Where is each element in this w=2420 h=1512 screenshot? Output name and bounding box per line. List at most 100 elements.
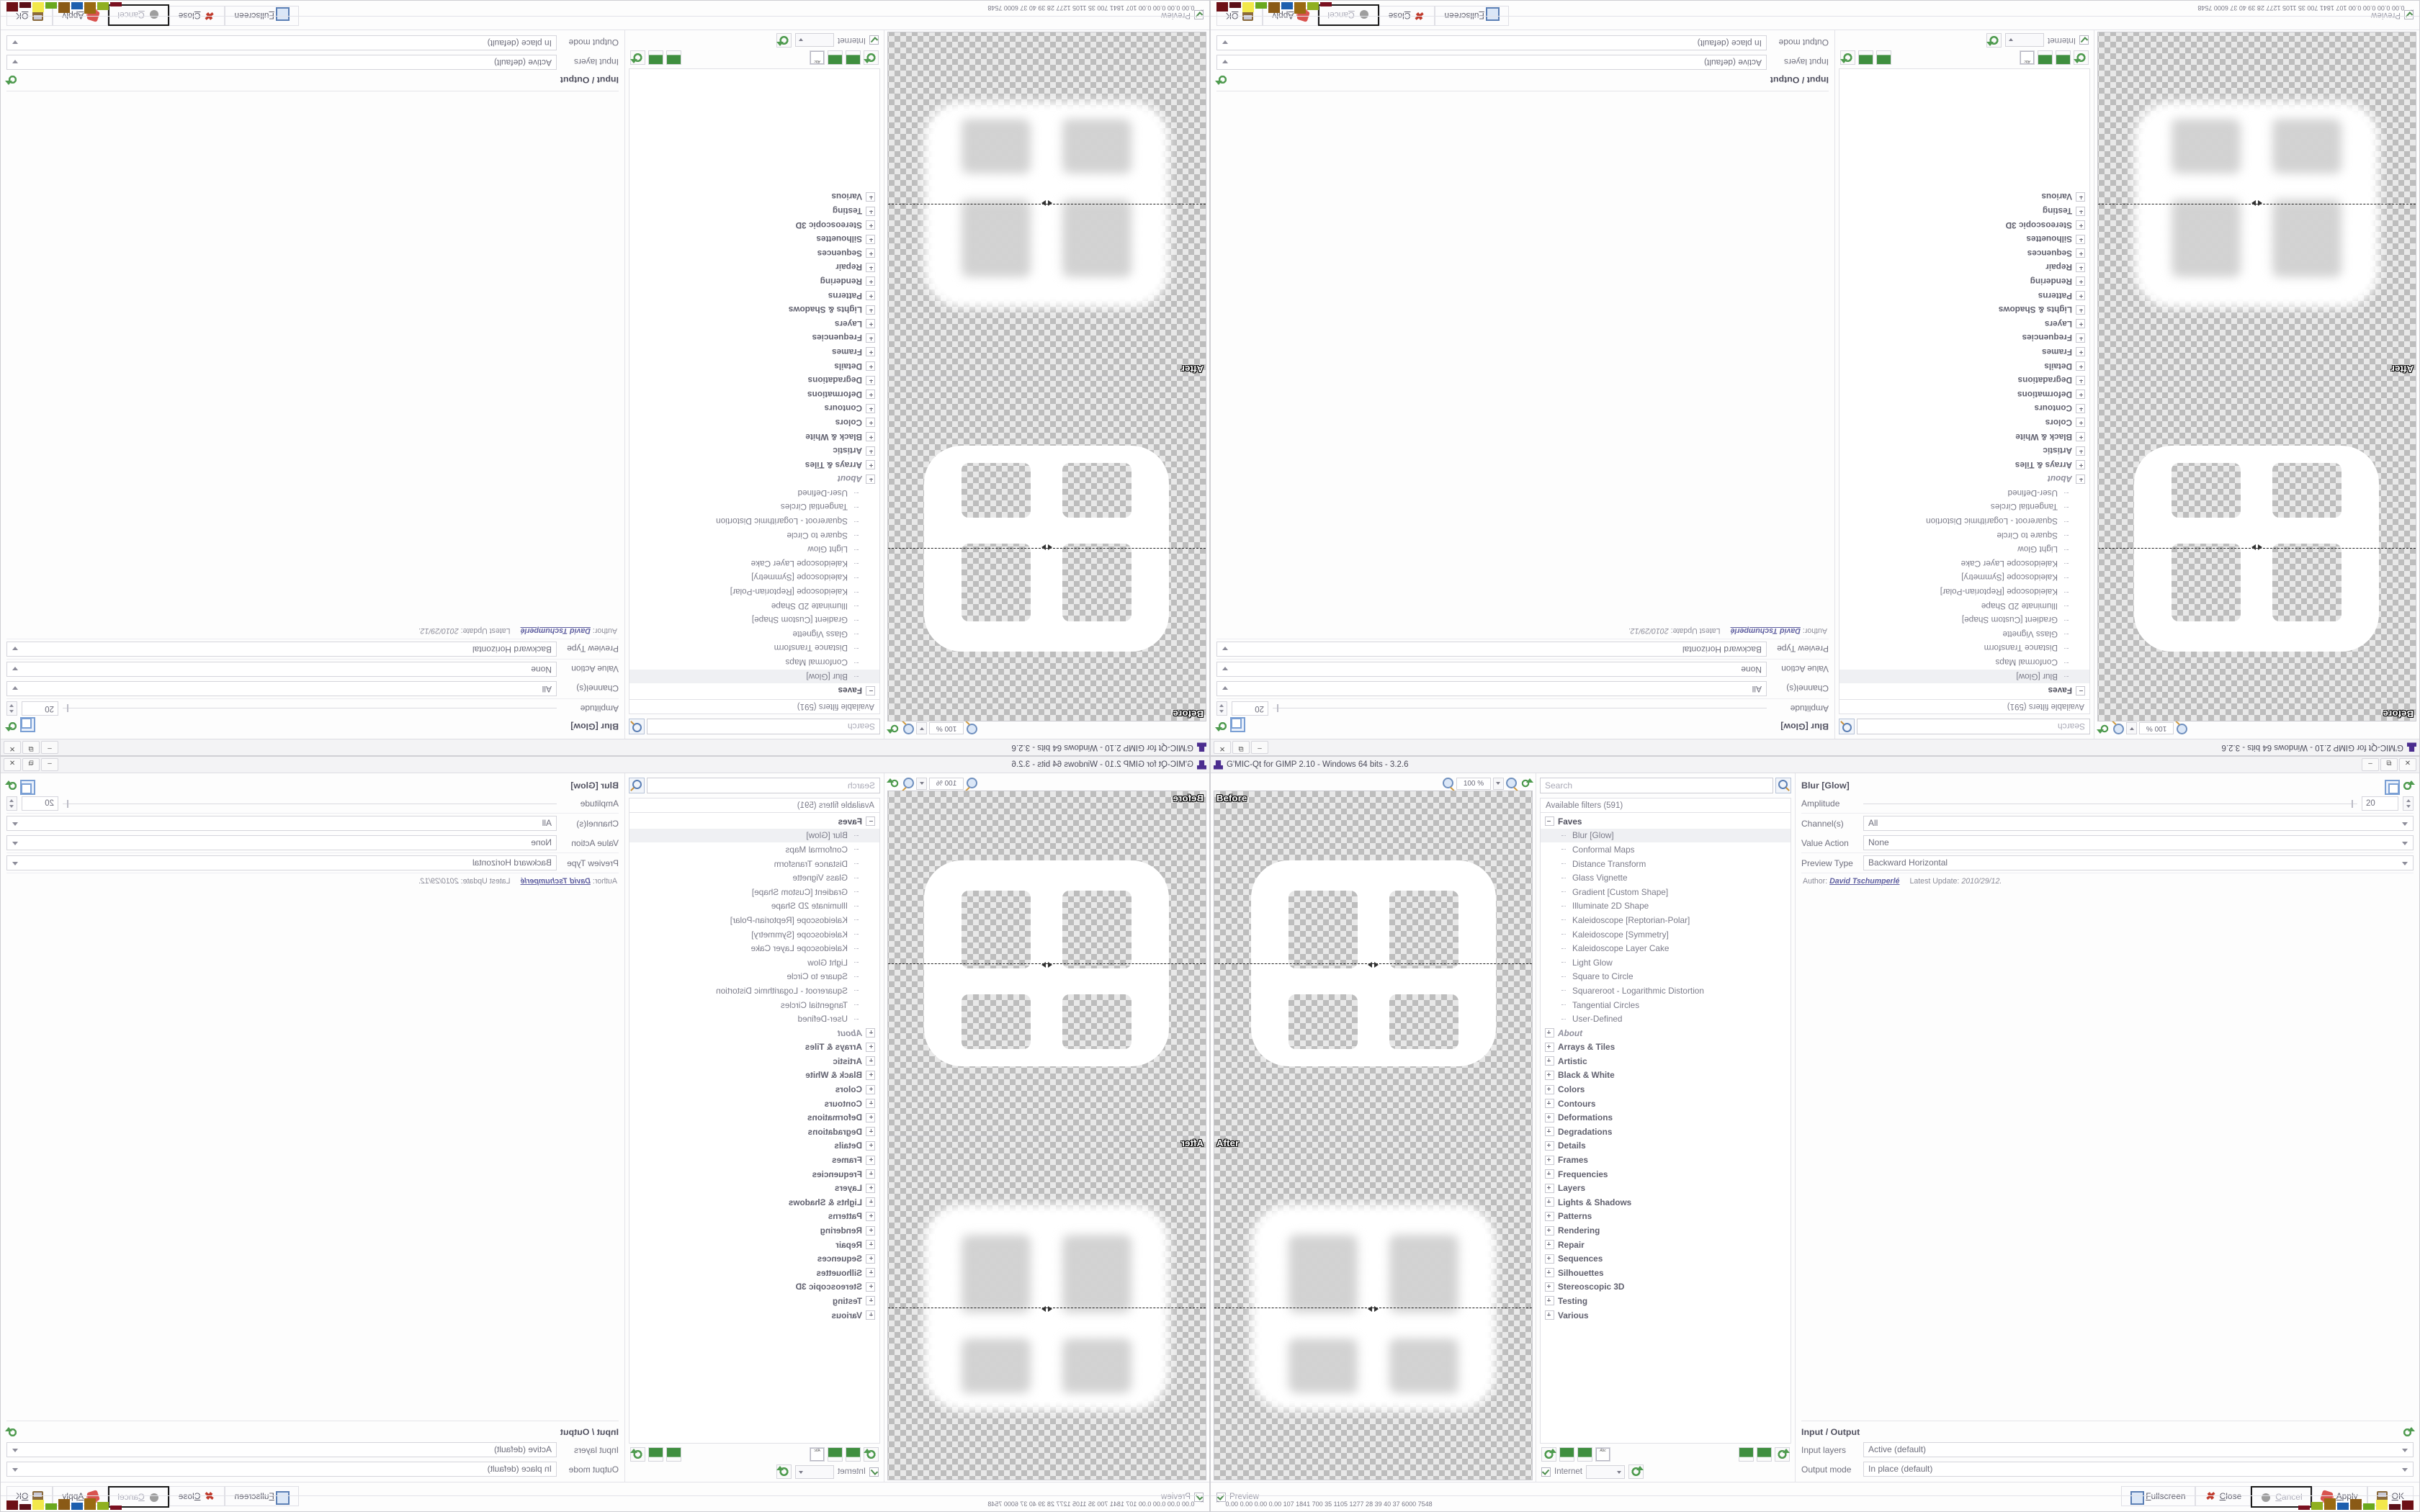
- filter-category-testing[interactable]: Testing: [1839, 204, 2089, 218]
- preview-split-handle[interactable]: [2253, 544, 2262, 554]
- expand-icon[interactable]: [2076, 333, 2085, 343]
- filter-category-arrays-tiles[interactable]: Arrays & Tiles: [1541, 1040, 1791, 1055]
- filter-category-deformations[interactable]: Deformations: [1839, 387, 2089, 402]
- preview-after[interactable]: After: [887, 1135, 1206, 1480]
- collapse-chevron-icon[interactable]: ⌃: [1215, 1500, 1221, 1507]
- expand-icon[interactable]: [2076, 418, 2085, 428]
- output-mode-combo[interactable]: In place (default): [1216, 35, 1767, 50]
- filter-item-blur-glow[interactable]: Blur [Glow]: [629, 828, 879, 843]
- cancel-button[interactable]: Cancel: [2251, 1486, 2312, 1508]
- reset-parameters-icon[interactable]: [6, 720, 19, 733]
- filter-category-deformations[interactable]: Deformations: [629, 1110, 879, 1125]
- expand-icon[interactable]: [2076, 347, 2085, 357]
- expand-icon[interactable]: [866, 1127, 875, 1137]
- amplitude-stepper[interactable]: [1216, 701, 1227, 716]
- filter-category-arrays-tiles[interactable]: Arrays & Tiles: [629, 458, 879, 472]
- expand-icon[interactable]: [866, 1042, 875, 1052]
- internet-checkbox[interactable]: [869, 35, 879, 45]
- zoom-level-field[interactable]: 100 %: [1456, 777, 1491, 790]
- zoom-dropdown-icon[interactable]: [2126, 722, 2137, 735]
- expand-icon[interactable]: [2076, 361, 2085, 372]
- value-action-combo[interactable]: None: [1216, 662, 1767, 677]
- filter-category-testing[interactable]: Testing: [629, 204, 879, 218]
- preview-type-combo[interactable]: Backward Horizontal: [6, 642, 557, 657]
- filter-category-faves[interactable]: Faves: [629, 683, 879, 698]
- expand-icon[interactable]: [2076, 390, 2085, 400]
- export-faves-icon[interactable]: [648, 1447, 663, 1462]
- close-window-button[interactable]: ✕: [2399, 758, 2416, 771]
- expand-icon[interactable]: [866, 1310, 875, 1320]
- filter-item-illuminate-2d-shape[interactable]: Illuminate 2D Shape: [1541, 899, 1791, 914]
- filter-category-details[interactable]: Details: [629, 359, 879, 374]
- filter-item-illuminate-2d-shape[interactable]: Illuminate 2D Shape: [1839, 599, 2089, 613]
- input-layers-combo[interactable]: Active (default): [6, 55, 557, 70]
- search-icon[interactable]: [629, 719, 645, 734]
- expand-icon[interactable]: [866, 361, 875, 372]
- expand-icon[interactable]: [2076, 234, 2085, 244]
- expand-icon[interactable]: [1545, 1155, 1554, 1165]
- filter-category-about[interactable]: About: [629, 1026, 879, 1040]
- filter-item-user-defined[interactable]: User-Defined: [1839, 486, 2089, 500]
- zoom-in-icon[interactable]: [902, 723, 914, 734]
- reset-zoom-icon[interactable]: [1520, 778, 1533, 789]
- filter-category-artistic[interactable]: Artistic: [629, 1054, 879, 1068]
- expand-icon[interactable]: [866, 248, 875, 258]
- expand-icon[interactable]: [1545, 1310, 1554, 1320]
- reset-parameters-icon[interactable]: [1216, 720, 1229, 733]
- filter-item-tangential-circles[interactable]: Tangential Circles: [1541, 998, 1791, 1012]
- minimize-button[interactable]: –: [1251, 741, 1268, 754]
- filter-category-sequences[interactable]: Sequences: [629, 1251, 879, 1266]
- preview-after[interactable]: After: [887, 32, 1206, 377]
- filter-category-stereoscopic-3d[interactable]: Stereoscopic 3D: [1541, 1280, 1791, 1295]
- filter-category-various[interactable]: Various: [1541, 1308, 1791, 1323]
- expand-icon[interactable]: [866, 1240, 875, 1250]
- expand-icon[interactable]: [1545, 1225, 1554, 1236]
- filter-item-kaleidoscope-reptorian-polar[interactable]: Kaleidoscope [Reptorian-Polar]: [1839, 585, 2089, 599]
- filter-item-conformal-maps[interactable]: Conformal Maps: [629, 842, 879, 857]
- preview-type-combo[interactable]: Backward Horizontal: [6, 855, 557, 870]
- rename-fave-icon[interactable]: Abc: [2020, 50, 2035, 65]
- internet-dropdown[interactable]: [795, 33, 834, 48]
- amplitude-slider[interactable]: [1273, 704, 1767, 713]
- amplitude-value[interactable]: 20: [2362, 796, 2398, 811]
- import-faves-icon[interactable]: [1876, 50, 1891, 65]
- filter-category-contours[interactable]: Contours: [629, 1097, 879, 1111]
- filter-category-artistic[interactable]: Artistic: [1541, 1054, 1791, 1068]
- update-filters-icon[interactable]: [1840, 50, 1855, 65]
- filter-category-details[interactable]: Details: [1541, 1139, 1791, 1153]
- close-window-button[interactable]: ✕: [4, 741, 21, 754]
- expand-icon[interactable]: [866, 1099, 875, 1109]
- filter-category-rendering[interactable]: Rendering: [1541, 1223, 1791, 1238]
- expand-icon[interactable]: [1545, 1183, 1554, 1193]
- expand-icon[interactable]: [1545, 1296, 1554, 1306]
- preview-split-handle[interactable]: [1043, 958, 1052, 968]
- reset-io-icon[interactable]: [1216, 73, 1229, 86]
- filter-category-stereoscopic-3d[interactable]: Stereoscopic 3D: [1839, 218, 2089, 233]
- value-action-combo[interactable]: None: [6, 835, 557, 850]
- update-filters-icon[interactable]: [630, 1447, 645, 1462]
- expand-icon[interactable]: [866, 1183, 875, 1193]
- filter-category-degradations[interactable]: Degradations: [1839, 373, 2089, 387]
- expand-icon[interactable]: [866, 1112, 875, 1122]
- expand-icon[interactable]: [1545, 1268, 1554, 1278]
- search-icon[interactable]: [1775, 778, 1791, 793]
- expand-icon[interactable]: [1545, 1028, 1554, 1038]
- filter-item-blur-glow[interactable]: Blur [Glow]: [1839, 669, 2089, 684]
- filter-category-silhouettes[interactable]: Silhouettes: [629, 232, 879, 246]
- reset-io-icon[interactable]: [6, 73, 19, 86]
- collapse-icon[interactable]: [1545, 816, 1554, 827]
- amplitude-stepper[interactable]: [6, 701, 17, 716]
- reset-io-icon[interactable]: [6, 1426, 19, 1439]
- filter-category-colors[interactable]: Colors: [629, 1082, 879, 1097]
- zoom-out-icon[interactable]: [2176, 723, 2187, 734]
- value-action-combo[interactable]: None: [1863, 835, 2414, 850]
- filter-category-various[interactable]: Various: [629, 190, 879, 204]
- preview-type-combo[interactable]: Backward Horizontal: [1863, 855, 2414, 870]
- expand-icon[interactable]: [866, 1028, 875, 1038]
- filter-category-black-white[interactable]: Black & White: [629, 430, 879, 444]
- amplitude-slider[interactable]: [63, 799, 557, 808]
- remove-fave-icon[interactable]: [828, 50, 843, 65]
- update-filters-icon[interactable]: [1775, 1447, 1791, 1462]
- filter-category-degradations[interactable]: Degradations: [629, 1125, 879, 1139]
- author-name[interactable]: David Tschumperlé: [520, 877, 591, 886]
